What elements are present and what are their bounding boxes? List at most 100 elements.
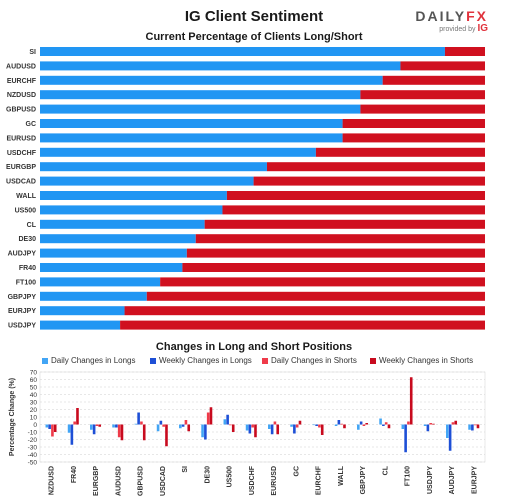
y-tick-label: 40	[30, 392, 38, 399]
legend-swatch-weekly-shorts	[370, 357, 376, 364]
weekly-shorts-bar	[53, 424, 57, 432]
changes-plot-frame	[39, 371, 486, 463]
weekly-longs-bar	[181, 424, 185, 427]
daily-longs-bar	[334, 424, 338, 426]
weekly-shorts-bar	[365, 423, 369, 425]
y-tick-label: -30	[28, 444, 38, 451]
weekly-shorts-bar	[98, 424, 102, 427]
short-percentage-bar	[226, 191, 485, 200]
daily-shorts-bar	[184, 420, 188, 425]
long-percentage-bar	[40, 61, 401, 71]
y-tick-label: -50	[28, 459, 38, 466]
weekly-longs-bar	[404, 424, 407, 453]
changes-category-label: AUDUSD	[115, 466, 122, 496]
weekly-longs-bar	[70, 424, 74, 445]
y-tick-label: 50	[30, 384, 38, 391]
weekly-longs-bar	[382, 424, 385, 426]
legend-swatch-daily-shorts	[262, 357, 268, 364]
sentiment-chart: SI AUDUSD EURCHF NZDUSD GBPUSD GC EURUSD USDCHF…	[6, 47, 486, 330]
changes-category-label: GC	[293, 466, 300, 477]
changes-category-label: EURJPY	[471, 466, 478, 494]
short-percentage-bar	[315, 147, 485, 157]
sentiment-category-label: USDCHF	[7, 150, 37, 157]
short-percentage-bar	[266, 162, 485, 172]
sentiment-chart-title: Current Percentage of Clients Long/Short	[145, 31, 363, 43]
long-percentage-bar	[40, 133, 343, 143]
daily-shorts-bar	[273, 421, 277, 425]
weekly-longs-bar	[293, 424, 296, 434]
weekly-shorts-bar	[231, 424, 235, 432]
sentiment-category-label: GBPJPY	[8, 294, 37, 301]
daily-shorts-bar	[362, 424, 366, 426]
daily-longs-bar	[156, 424, 160, 432]
long-percentage-bar	[40, 263, 183, 272]
sentiment-category-label: GC	[26, 121, 37, 128]
long-percentage-bar	[40, 320, 121, 330]
daily-longs-bar	[201, 424, 204, 438]
short-percentage-bar	[382, 75, 485, 85]
changes-category-label: USDCAD	[160, 466, 167, 496]
changes-category-label: SI	[182, 466, 189, 473]
legend-label-weekly-longs: Weekly Changes in Longs	[159, 356, 252, 365]
changes-category-label: AUDJPY	[449, 466, 456, 495]
sentiment-category-label: USDCAD	[6, 179, 36, 186]
sentiment-category-label: EURJPY	[8, 308, 36, 315]
daily-shorts-bar	[295, 424, 299, 428]
short-percentage-bar	[124, 306, 486, 316]
y-tick-label: 0	[33, 422, 37, 429]
daily-shorts-bar	[251, 424, 254, 428]
short-percentage-bar	[186, 248, 485, 258]
daily-longs-bar	[223, 419, 227, 425]
sentiment-category-label: EURCHF	[7, 78, 37, 85]
daily-shorts-bar	[162, 424, 165, 427]
daily-longs-bar	[245, 424, 249, 431]
y-tick-label: 70	[30, 369, 38, 376]
long-percentage-bar	[40, 162, 267, 172]
long-percentage-bar	[40, 234, 196, 244]
daily-longs-bar	[468, 424, 471, 430]
sentiment-category-label: FR40	[19, 265, 36, 272]
short-percentage-bar	[120, 320, 485, 330]
changes-category-label: CL	[382, 465, 389, 475]
weekly-longs-bar	[115, 424, 118, 428]
weekly-shorts-bar	[276, 424, 280, 435]
logo-daily: DAILY	[415, 8, 467, 24]
long-percentage-bar	[40, 75, 383, 85]
changes-category-label: US500	[227, 466, 234, 488]
short-percentage-bar	[160, 277, 485, 287]
long-percentage-bar	[40, 291, 147, 301]
short-percentage-bar	[222, 205, 485, 215]
logo-provider: provided by IG	[415, 23, 488, 34]
daily-shorts-bar	[206, 412, 210, 425]
changes-category-label: WALL	[338, 465, 345, 486]
legend-swatch-weekly-longs	[150, 357, 156, 364]
page-title: IG Client Sentiment	[184, 8, 324, 25]
changes-category-label: DE30	[204, 466, 211, 484]
daily-longs-bar	[423, 424, 427, 426]
short-percentage-bar	[400, 61, 485, 71]
changes-category-label: GBPJPY	[360, 466, 367, 495]
short-percentage-bar	[342, 119, 485, 128]
weekly-shorts-bar	[120, 424, 124, 441]
long-percentage-bar	[40, 47, 445, 56]
weekly-longs-bar	[204, 424, 207, 440]
short-percentage-bar	[146, 291, 486, 301]
weekly-longs-bar	[359, 421, 363, 425]
daily-shorts-bar	[95, 424, 99, 426]
daily-longs-bar	[446, 424, 449, 438]
daily-longs-bar	[268, 424, 271, 429]
daily-shorts-bar	[73, 421, 76, 425]
daily-longs-bar	[312, 424, 316, 426]
weekly-shorts-bar	[142, 424, 146, 441]
daily-longs-bar	[90, 424, 93, 430]
y-tick-label: 20	[30, 407, 38, 414]
changes-category-label: EURGBP	[93, 466, 100, 496]
daily-longs-bar	[379, 418, 382, 425]
legend-daily-shorts: Daily Changes in Shorts	[262, 356, 357, 365]
weekly-shorts-bar	[209, 407, 213, 425]
sentiment-category-label: FT100	[16, 279, 36, 286]
weekly-longs-bar	[226, 414, 229, 425]
changes-category-label: EURUSD	[271, 466, 278, 496]
long-percentage-bar	[40, 219, 205, 229]
